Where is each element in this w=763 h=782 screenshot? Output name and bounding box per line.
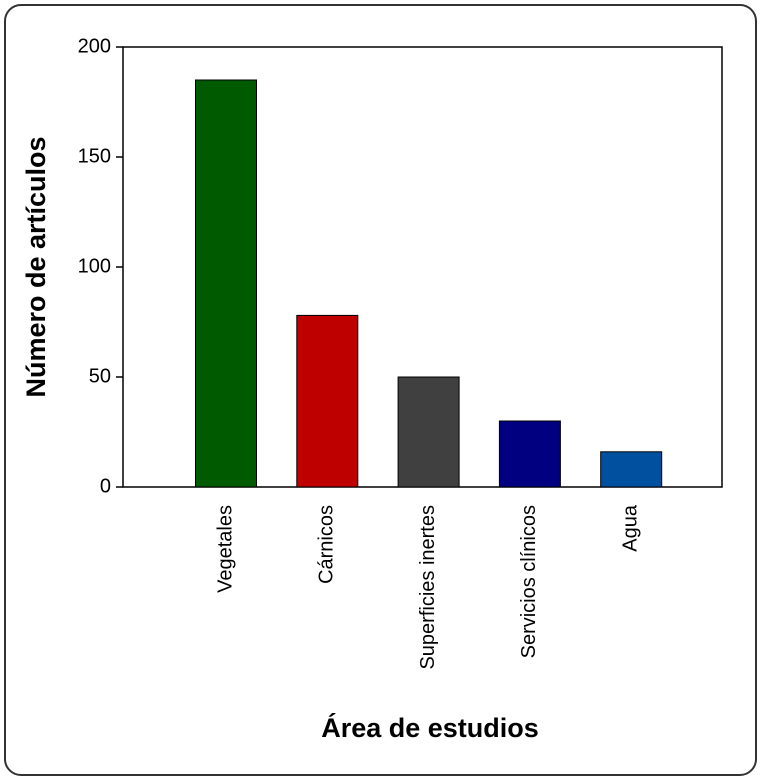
x-tick-label: Servicios clínicos (518, 505, 540, 658)
x-tick-label: Superficies inertes (417, 505, 439, 670)
x-tick-label: Cárnicos (316, 505, 338, 584)
y-tick-label: 50 (89, 365, 111, 387)
x-tick-label: Agua (619, 504, 641, 552)
bar (397, 376, 460, 488)
y-axis-label: Número de artículos (21, 136, 51, 397)
y-tick-label: 0 (100, 475, 111, 497)
bar (600, 451, 663, 488)
y-tick-label: 100 (78, 255, 111, 277)
y-tick-label: 200 (78, 35, 111, 57)
x-tick-label: Vegetales (214, 505, 236, 593)
x-axis-label: Área de estudios (321, 712, 539, 743)
frame (4, 4, 757, 776)
bar (296, 314, 359, 488)
bar (498, 420, 561, 488)
bar (195, 79, 257, 488)
y-tick-label: 150 (78, 145, 111, 167)
